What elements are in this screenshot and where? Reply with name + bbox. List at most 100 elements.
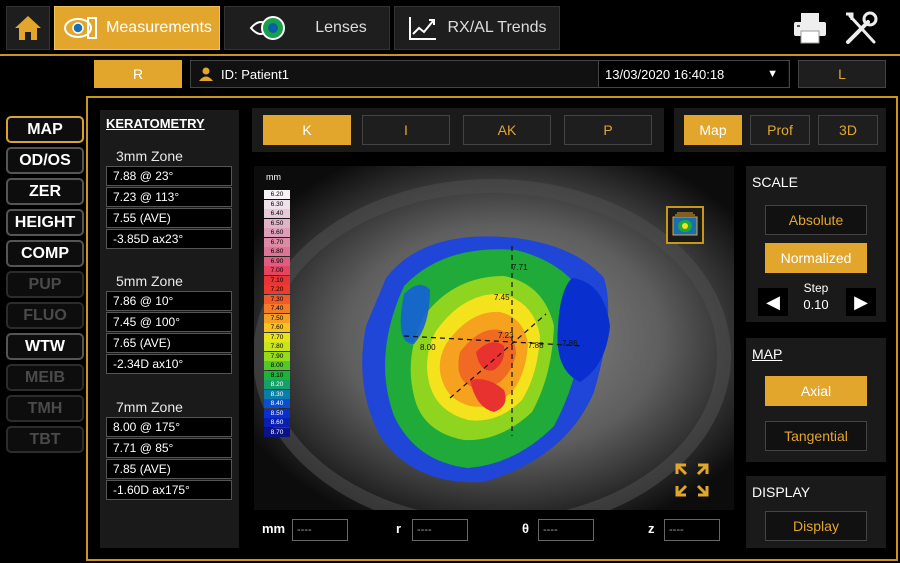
left-eye-button[interactable]: L bbox=[798, 60, 886, 88]
coord-theta-field: ---- bbox=[538, 519, 594, 541]
side-menu-map[interactable]: MAP bbox=[6, 116, 84, 143]
colorbar-unit: mm bbox=[266, 172, 281, 182]
map-tangential-button[interactable]: Tangential bbox=[765, 421, 867, 451]
side-menu-fluo: FLUO bbox=[6, 302, 84, 329]
map-type-ak-label: AK bbox=[497, 122, 517, 138]
side-menu-tmh-label: TMH bbox=[27, 399, 63, 417]
colorbar-tick: 6.60 bbox=[264, 228, 290, 238]
print-button[interactable] bbox=[790, 8, 830, 48]
colorbar-tick: 6.50 bbox=[264, 218, 290, 228]
trend-chart-icon bbox=[409, 17, 437, 40]
topography-map[interactable]: 7.71 7.45 7.23 8.00 7.88 7.86 mm 6.20 6.3… bbox=[254, 166, 734, 510]
coord-r-label: r bbox=[396, 521, 402, 536]
tab-lenses[interactable]: Lenses bbox=[224, 6, 390, 50]
settings-button[interactable] bbox=[840, 8, 882, 50]
colorbar-tick: 8.70 bbox=[264, 427, 290, 437]
colorbar-tick: 8.50 bbox=[264, 408, 290, 418]
view-3d-button[interactable]: 3D bbox=[818, 115, 878, 145]
topography-image: 7.71 7.45 7.23 8.00 7.88 7.86 bbox=[254, 166, 734, 510]
triangle-left-icon: ◀ bbox=[766, 291, 780, 312]
view-profile-button[interactable]: Prof bbox=[750, 115, 810, 145]
session-dropdown[interactable]: 13/03/2020 16:40:18 ▼ bbox=[598, 61, 788, 87]
left-eye-label: L bbox=[838, 66, 846, 82]
map-type-k-label: K bbox=[302, 122, 312, 138]
keratometry-value: -3.85D ax23° bbox=[106, 229, 232, 249]
annotation-8-00: 8.00 bbox=[420, 343, 436, 352]
right-eye-label: R bbox=[132, 66, 144, 82]
colorbar-tick: 8.10 bbox=[264, 370, 290, 380]
map-type-p-button[interactable]: P bbox=[564, 115, 652, 145]
right-eye-button[interactable]: R bbox=[94, 60, 182, 88]
side-menu-height-label: HEIGHT bbox=[14, 213, 76, 231]
colorbar-tick: 8.20 bbox=[264, 380, 290, 390]
tab-measurements-label: Measurements bbox=[106, 19, 212, 36]
step-label: Step bbox=[803, 281, 829, 295]
colorbar-tick: 7.30 bbox=[264, 294, 290, 304]
coord-r-field: ---- bbox=[412, 519, 468, 541]
map-axial-label: Axial bbox=[800, 383, 832, 399]
map-type-i-button[interactable]: I bbox=[362, 115, 450, 145]
colorbar: 6.20 6.30 6.40 6.50 6.60 6.70 6.80 6.90 7.00 7.10… bbox=[254, 190, 294, 440]
map-type-k-button[interactable]: K bbox=[263, 115, 351, 145]
side-menu-wtw[interactable]: WTW bbox=[6, 333, 84, 360]
side-menu-od-os[interactable]: OD/OS bbox=[6, 147, 84, 174]
keratometry-value: 7.71 @ 85° bbox=[106, 438, 232, 458]
home-icon bbox=[15, 16, 41, 40]
display-button[interactable]: Display bbox=[765, 511, 867, 541]
colorbar-tick: 8.40 bbox=[264, 399, 290, 409]
zone-title: 5mm Zone bbox=[116, 273, 183, 289]
session-datetime: 13/03/2020 16:40:18 bbox=[605, 66, 725, 82]
annotation-7-71: 7.71 bbox=[512, 263, 528, 272]
tab-rx-al-trends-label: RX/AL Trends bbox=[447, 19, 547, 36]
fullscreen-button[interactable] bbox=[674, 462, 710, 498]
side-menu-wtw-label: WTW bbox=[25, 337, 65, 355]
colorbar-tick: 7.60 bbox=[264, 323, 290, 333]
colorbar-tick: 7.80 bbox=[264, 342, 290, 352]
side-menu-pup-label: PUP bbox=[28, 275, 62, 293]
side-menu-height[interactable]: HEIGHT bbox=[6, 209, 84, 236]
side-menu-zer[interactable]: ZER bbox=[6, 178, 84, 205]
keratometry-value: 7.88 @ 23° bbox=[106, 166, 232, 186]
scale-normalized-button[interactable]: Normalized bbox=[765, 243, 867, 273]
colorbar-tick: 6.40 bbox=[264, 209, 290, 219]
map-axial-button[interactable]: Axial bbox=[765, 376, 867, 406]
colorbar-tick: 8.00 bbox=[264, 361, 290, 371]
colorbar-tick: 6.80 bbox=[264, 247, 290, 257]
tab-lenses-label: Lenses bbox=[315, 19, 367, 36]
eye-measure-icon bbox=[64, 17, 98, 39]
view-map-button[interactable]: Map bbox=[684, 115, 742, 145]
lens-icon bbox=[249, 16, 286, 40]
side-menu-meib-label: MEIB bbox=[25, 368, 65, 386]
keratometry-value: 8.00 @ 175° bbox=[106, 417, 232, 437]
annotation-7-86: 7.86 bbox=[562, 339, 578, 348]
colorbar-tick: 7.40 bbox=[264, 304, 290, 314]
step-decrease-button[interactable]: ◀ bbox=[758, 288, 788, 316]
keratometry-value: 7.65 (AVE) bbox=[106, 333, 232, 353]
home-button[interactable] bbox=[6, 6, 50, 50]
step-increase-button[interactable]: ▶ bbox=[846, 288, 876, 316]
side-menu-tbt: TBT bbox=[6, 426, 84, 453]
colorbar-tick: 6.70 bbox=[264, 237, 290, 247]
tab-rx-al-trends[interactable]: RX/AL Trends bbox=[394, 6, 560, 50]
keratometry-value: 7.45 @ 100° bbox=[106, 312, 232, 332]
coord-mm-label: mm bbox=[262, 521, 286, 536]
expand-icon bbox=[675, 463, 709, 497]
colorbar-tick: 6.30 bbox=[264, 199, 290, 209]
wrench-screwdriver-icon bbox=[846, 11, 878, 44]
keratometry-value: 7.55 (AVE) bbox=[106, 208, 232, 228]
coord-z-value: ---- bbox=[669, 524, 684, 536]
scale-absolute-button[interactable]: Absolute bbox=[765, 205, 867, 235]
side-menu-comp[interactable]: COMP bbox=[6, 240, 84, 267]
curvature-contours bbox=[362, 236, 610, 483]
keratometry-value: 7.86 @ 10° bbox=[106, 291, 232, 311]
side-menu-fluo-label: FLUO bbox=[23, 306, 67, 324]
side-menu-pup: PUP bbox=[6, 271, 84, 298]
thumbnail-button[interactable] bbox=[666, 206, 704, 244]
side-menu-map-label: MAP bbox=[27, 120, 63, 138]
map-type-p-label: P bbox=[603, 122, 613, 138]
tab-measurements[interactable]: Measurements bbox=[54, 6, 220, 50]
map-mode-title: MAP bbox=[752, 346, 783, 362]
annotation-7-23: 7.23 bbox=[498, 331, 514, 340]
map-type-ak-button[interactable]: AK bbox=[463, 115, 551, 145]
scale-title: SCALE bbox=[752, 174, 798, 190]
